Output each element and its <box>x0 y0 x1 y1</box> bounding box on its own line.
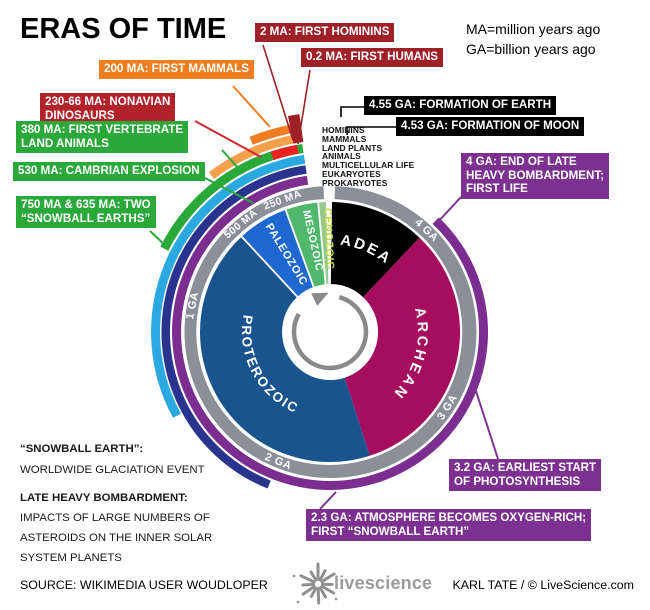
callout-oxygen-rich: 2.3 GA: ATMOSPHERE BECOMES OXYGEN-RICH; … <box>306 509 592 542</box>
callout-first-mammals: 200 MA: FIRST MAMMALS <box>99 60 254 79</box>
note-lhb-body: IMPACTS OF LARGE NUMBERS OF ASTEROIDS ON… <box>20 512 213 564</box>
units-legend: MA=million years ago GA=billion years ag… <box>466 19 600 60</box>
author-credit: KARL TATE / © LiveScience.com <box>452 578 634 592</box>
note-lhb-heading: LATE HEAVY BOMBARDMENT: <box>20 492 188 504</box>
callout-photosynthesis: 3.2 GA: EARLIEST START OF PHOTOSYNTHESIS <box>449 459 602 492</box>
svg-text:CENOZOIC: CENOZOIC <box>321 208 336 270</box>
callout-formation-earth: 4.55 GA: FORMATION OF EARTH <box>364 96 557 115</box>
legend-ma: MA=million years ago <box>466 21 601 37</box>
life-arc-label-list: HOMININS MAMMALS LAND PLANTS ANIMALS MUL… <box>322 125 415 188</box>
callout-formation-moon: 4.53 GA: FORMATION OF MOON <box>396 117 585 136</box>
callout-snowball-earths: 750 MA & 635 MA: TWO “SNOWBALL EARTHS” <box>16 196 156 229</box>
livescience-logo-text: livescience <box>334 573 433 593</box>
source-credit: SOURCE: WIKIMEDIA USER WOUDLOPER <box>20 578 268 592</box>
era-wedges <box>200 200 461 463</box>
legend-ga: GA=billion years ago <box>466 41 596 58</box>
livescience-logo-icon <box>292 562 344 605</box>
note-snowball-body: WORLDWIDE GLACIATION EVENT <box>20 464 205 476</box>
callout-first-hominins: 2 MA: FIRST HOMININS <box>255 23 395 42</box>
svg-text:1 GA: 1 GA <box>184 291 201 320</box>
page-title: ERAS OF TIME <box>20 13 227 45</box>
callout-dinosaurs: 230-66 MA: NONAVIAN DINOSAURS <box>40 93 176 126</box>
callout-bombardment-end: 4 GA: END OF LATE HEAVY BOMBARDMENT; FIR… <box>461 153 610 200</box>
callout-cambrian: 530 MA: CAMBRIAN EXPLOSION <box>13 162 205 181</box>
leader-lines <box>149 44 499 510</box>
callout-first-humans: 0.2 MA: FIRST HUMANS <box>301 48 444 67</box>
note-snowball-heading: “SNOWBALL EARTH”: <box>20 443 144 455</box>
callout-vertebrates: 380 MA: FIRST VERTEBRATE LAND ANIMALS <box>16 121 189 154</box>
center-cycle-arrow <box>291 292 369 371</box>
